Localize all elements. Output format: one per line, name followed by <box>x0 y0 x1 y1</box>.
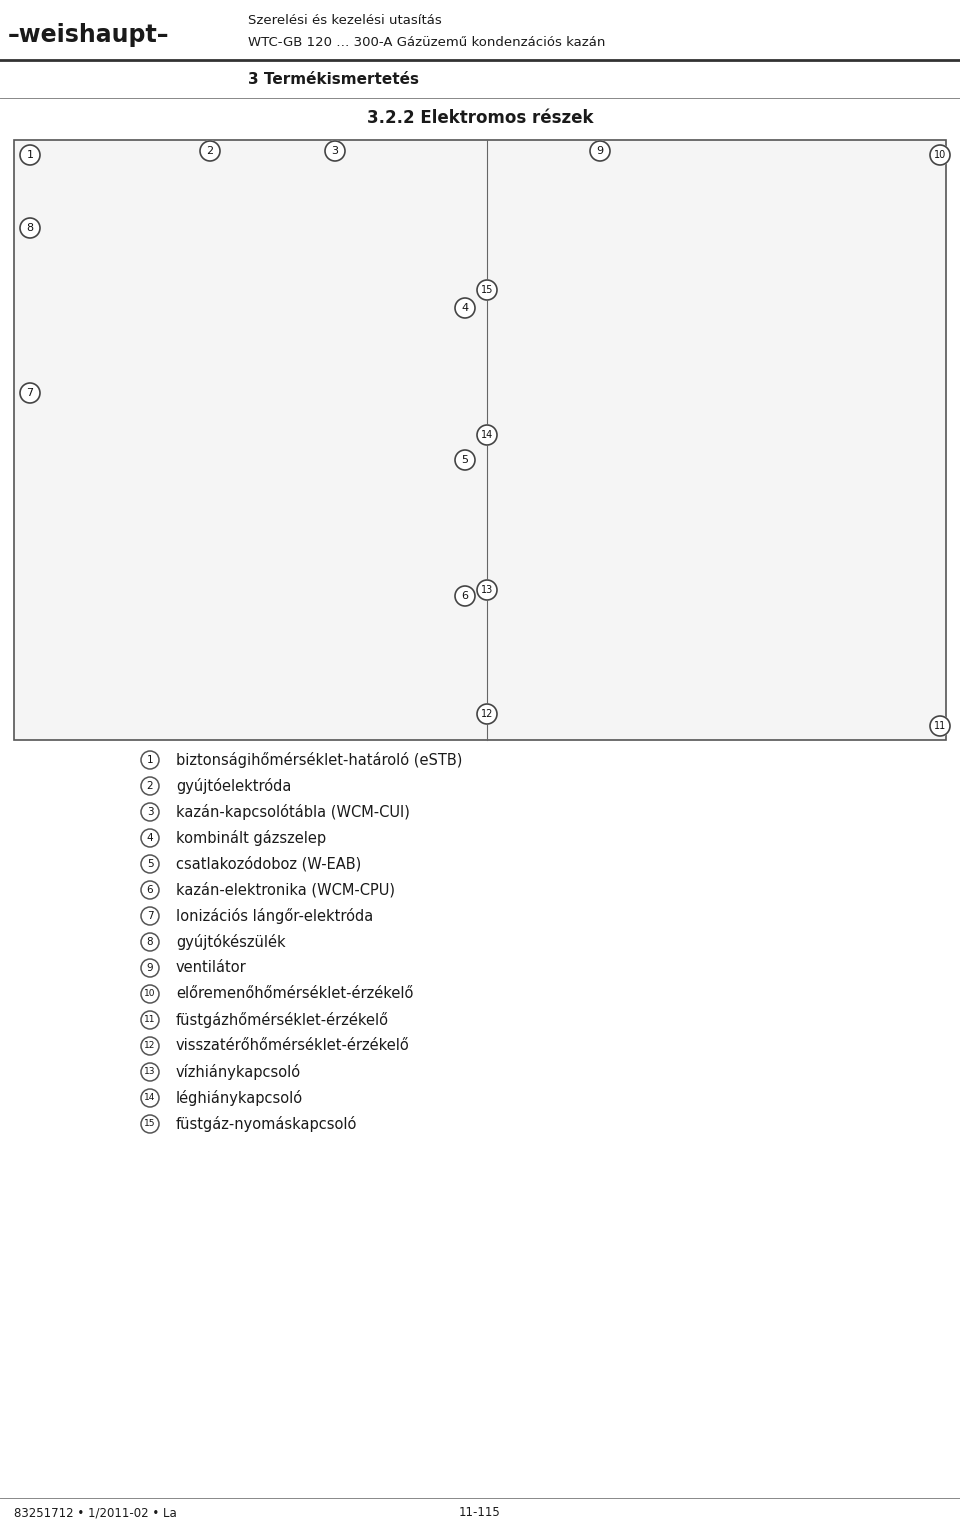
Text: 10: 10 <box>934 149 947 160</box>
Circle shape <box>477 425 497 445</box>
Circle shape <box>20 145 40 165</box>
Text: WTC-GB 120 … 300-A Gázüzemű kondenzációs kazán: WTC-GB 120 … 300-A Gázüzemű kondenzációs… <box>248 35 606 49</box>
Circle shape <box>930 145 950 165</box>
Text: 5: 5 <box>462 454 468 465</box>
Text: kazán-kapcsolótábla (WCM-CUI): kazán-kapcsolótábla (WCM-CUI) <box>176 804 410 820</box>
Circle shape <box>325 140 345 162</box>
Text: léghiánykapcsoló: léghiánykapcsoló <box>176 1090 303 1106</box>
Circle shape <box>325 140 345 162</box>
Circle shape <box>590 140 610 162</box>
Circle shape <box>141 804 159 820</box>
Circle shape <box>20 383 40 403</box>
Text: füstgáz-nyomáskapcsoló: füstgáz-nyomáskapcsoló <box>176 1116 357 1132</box>
Text: 3: 3 <box>147 807 154 817</box>
Bar <box>14 140 946 740</box>
Circle shape <box>141 750 159 769</box>
Text: gyújtókészülék: gyújtókészülék <box>176 933 286 950</box>
Circle shape <box>477 425 497 445</box>
Circle shape <box>455 450 475 470</box>
Text: 7: 7 <box>27 387 34 398</box>
Circle shape <box>477 705 497 724</box>
Text: 13: 13 <box>481 586 493 595</box>
Circle shape <box>141 1089 159 1107</box>
Text: biztonságihőmérséklet-határoló (eSTB): biztonságihőmérséklet-határoló (eSTB) <box>176 752 463 769</box>
Text: 11-115: 11-115 <box>459 1507 501 1519</box>
Circle shape <box>141 1063 159 1081</box>
Text: füstgázhőmérséklet-érzékelő: füstgázhőmérséklet-érzékelő <box>176 1013 389 1028</box>
Circle shape <box>590 140 610 162</box>
Text: kazán-elektronika (WCM-CPU): kazán-elektronika (WCM-CPU) <box>176 883 395 898</box>
Circle shape <box>141 1115 159 1133</box>
Circle shape <box>477 580 497 599</box>
Text: 2: 2 <box>147 781 154 791</box>
Text: 6: 6 <box>462 592 468 601</box>
Circle shape <box>141 985 159 1003</box>
Circle shape <box>455 586 475 605</box>
Text: 12: 12 <box>144 1042 156 1051</box>
Circle shape <box>455 586 475 605</box>
Circle shape <box>141 907 159 926</box>
Circle shape <box>200 140 220 162</box>
Text: 1: 1 <box>147 755 154 766</box>
Text: csatlakozódoboz (W-EAB): csatlakozódoboz (W-EAB) <box>176 856 361 872</box>
Circle shape <box>141 830 159 846</box>
Text: 1: 1 <box>27 149 34 160</box>
Circle shape <box>141 959 159 978</box>
Text: Ionizációs lángőr-elektróda: Ionizációs lángőr-elektróda <box>176 907 373 924</box>
Text: 15: 15 <box>481 285 493 294</box>
Text: visszatérőhőmérséklet-érzékelő: visszatérőhőmérséklet-érzékelő <box>176 1039 410 1054</box>
Text: 7: 7 <box>147 910 154 921</box>
Text: 13: 13 <box>144 1068 156 1077</box>
Circle shape <box>455 297 475 319</box>
Text: 8: 8 <box>147 936 154 947</box>
Text: ventilátor: ventilátor <box>176 961 247 976</box>
Circle shape <box>930 145 950 165</box>
Text: 9: 9 <box>596 146 604 156</box>
Circle shape <box>20 218 40 238</box>
Text: 4: 4 <box>147 833 154 843</box>
Text: 14: 14 <box>144 1093 156 1103</box>
Text: 5: 5 <box>147 859 154 869</box>
Text: 10: 10 <box>144 990 156 999</box>
Text: 11: 11 <box>934 721 947 730</box>
Circle shape <box>141 1011 159 1029</box>
Circle shape <box>477 705 497 724</box>
Text: 8: 8 <box>27 223 34 233</box>
Circle shape <box>141 1037 159 1055</box>
Text: gyújtóelektróda: gyújtóelektróda <box>176 778 292 795</box>
Circle shape <box>455 297 475 319</box>
Circle shape <box>477 580 497 599</box>
Text: 11: 11 <box>144 1016 156 1025</box>
Text: vízhiánykapcsoló: vízhiánykapcsoló <box>176 1064 301 1080</box>
Text: előremenőhőmérséklet-érzékelő: előremenőhőmérséklet-érzékelő <box>176 987 414 1002</box>
Circle shape <box>20 383 40 403</box>
Circle shape <box>455 450 475 470</box>
Text: –weishaupt–: –weishaupt– <box>8 23 170 47</box>
Text: 14: 14 <box>481 430 493 441</box>
Circle shape <box>930 717 950 737</box>
Text: Szerelési és kezelési utasítás: Szerelési és kezelési utasítás <box>248 14 442 26</box>
Circle shape <box>930 717 950 737</box>
Circle shape <box>477 281 497 300</box>
Text: 4: 4 <box>462 303 468 313</box>
Text: 2: 2 <box>206 146 213 156</box>
Circle shape <box>141 933 159 952</box>
Text: 3 Termékismertetés: 3 Termékismertetés <box>248 73 419 87</box>
Text: 12: 12 <box>481 709 493 718</box>
Circle shape <box>141 778 159 795</box>
Text: kombinált gázszelep: kombinált gázszelep <box>176 830 326 846</box>
Circle shape <box>20 145 40 165</box>
Circle shape <box>20 218 40 238</box>
Text: 3.2.2 Elektromos részek: 3.2.2 Elektromos részek <box>367 108 593 127</box>
Circle shape <box>200 140 220 162</box>
Circle shape <box>477 281 497 300</box>
Circle shape <box>141 856 159 872</box>
Text: 83251712 • 1/2011-02 • La: 83251712 • 1/2011-02 • La <box>14 1507 177 1519</box>
Circle shape <box>141 881 159 900</box>
Text: 15: 15 <box>144 1119 156 1128</box>
Text: 3: 3 <box>331 146 339 156</box>
Text: 9: 9 <box>147 962 154 973</box>
Text: 6: 6 <box>147 884 154 895</box>
